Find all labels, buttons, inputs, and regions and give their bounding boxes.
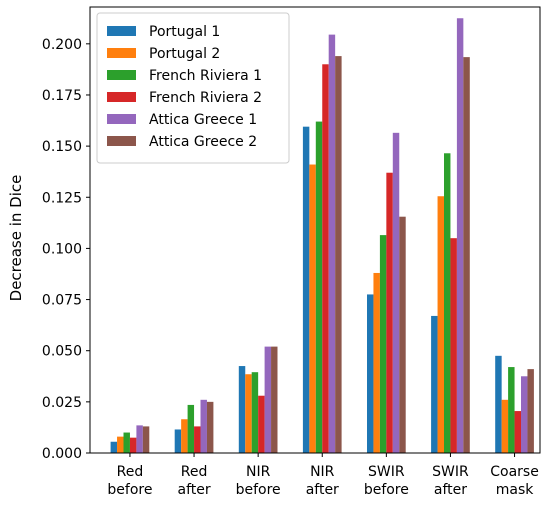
bar [521, 376, 528, 453]
y-tick-label: 0.125 [42, 190, 82, 206]
x-tick-label: Red [117, 464, 144, 480]
x-tick-label: after [434, 482, 467, 498]
x-tick-label: before [364, 482, 409, 498]
bar [251, 372, 259, 453]
bar [206, 401, 214, 453]
x-tick-label: before [107, 482, 152, 498]
bar [444, 153, 451, 453]
bars-layer [110, 18, 534, 454]
bar [495, 355, 502, 453]
x-tick-label: NIR [310, 464, 335, 480]
bar [129, 437, 137, 453]
x-tick-label: mask [496, 482, 535, 498]
bar [238, 366, 246, 453]
legend-swatch [107, 70, 136, 80]
y-tick-label: 0.175 [42, 88, 82, 104]
bar [181, 419, 188, 453]
y-tick-label: 0.025 [42, 395, 82, 411]
legend-item: Attica Greece 1 [107, 112, 257, 128]
legend-label: Portugal 2 [149, 46, 220, 62]
bar [379, 235, 387, 453]
bar [514, 411, 521, 453]
legend-item: Portugal 1 [107, 24, 220, 40]
legend-swatch [107, 48, 136, 58]
bar [142, 426, 150, 453]
series-portugal-2 [117, 164, 509, 454]
legend-item: Portugal 2 [107, 46, 220, 62]
legend-swatch [107, 26, 136, 36]
plot-frame [89, 6, 541, 454]
bar [309, 164, 316, 453]
legend-label: French Riviera 1 [149, 68, 262, 84]
bar [386, 172, 393, 453]
bar [200, 399, 207, 453]
bar [110, 441, 118, 453]
legend-swatch [107, 114, 136, 124]
x-tick-label: SWIR [432, 464, 469, 480]
series-attica-greece-1 [136, 18, 528, 454]
bar [508, 367, 515, 453]
bar [187, 404, 195, 453]
legend-item: French Riviera 1 [107, 68, 262, 84]
bar [194, 426, 201, 453]
bar [315, 121, 323, 453]
bar [392, 132, 400, 453]
series-portugal-1 [110, 126, 502, 454]
y-axis-label: Decrease in Dice [7, 175, 25, 302]
bar [399, 216, 406, 453]
axes-layer: 0.000 0.025 0.050 0.075 0.100 0.125 0.150 0.175… [42, 6, 541, 498]
series-french-riviera-1 [123, 121, 515, 453]
legend-box [96, 12, 290, 164]
bar [136, 425, 143, 453]
legend-label: French Riviera 2 [149, 90, 262, 106]
bar [463, 57, 470, 454]
legend-label: Attica Greece 1 [149, 112, 257, 128]
x-tick-label: after [177, 482, 210, 498]
x-tick-label: after [306, 482, 339, 498]
bar [271, 346, 278, 453]
x-tick-label: Red [181, 464, 208, 480]
legend-item: Attica Greece 2 [107, 134, 257, 150]
legend: Portugal 1 Portugal 2 French Riviera 1 Fren… [96, 12, 290, 164]
y-tick-label: 0.100 [42, 241, 82, 257]
bar [527, 369, 534, 453]
bar [373, 272, 380, 453]
legend-swatch [107, 92, 136, 102]
bar [245, 374, 252, 453]
x-tick-label: NIR [246, 464, 271, 480]
x-tick-label: Coarse [490, 464, 539, 480]
y-tick-label: 0.050 [42, 344, 82, 360]
bar [437, 196, 444, 454]
bar [367, 294, 374, 453]
bar [328, 34, 336, 454]
bar [335, 56, 342, 453]
legend-label: Attica Greece 2 [149, 134, 257, 150]
bar [117, 436, 124, 453]
y-tick-label: 0.000 [42, 446, 82, 462]
bar [264, 346, 272, 453]
bar [123, 432, 130, 453]
bar [456, 18, 464, 453]
legend-swatch [107, 136, 136, 146]
legend-item: French Riviera 2 [107, 90, 262, 106]
x-tick-label: SWIR [368, 464, 405, 480]
series-attica-greece-2 [142, 56, 534, 454]
bar [450, 238, 457, 453]
legend-label: Portugal 1 [149, 24, 220, 40]
bar [258, 395, 265, 453]
bar [501, 399, 509, 453]
bar [431, 315, 438, 453]
bar [302, 126, 310, 454]
y-tick-label: 0.150 [42, 139, 82, 155]
bar [322, 64, 329, 453]
bar [174, 429, 182, 453]
y-tick-label: 0.075 [42, 293, 82, 309]
x-tick-label: before [236, 482, 281, 498]
series-french-riviera-2 [129, 64, 521, 453]
y-tick-label: 0.200 [42, 37, 82, 53]
